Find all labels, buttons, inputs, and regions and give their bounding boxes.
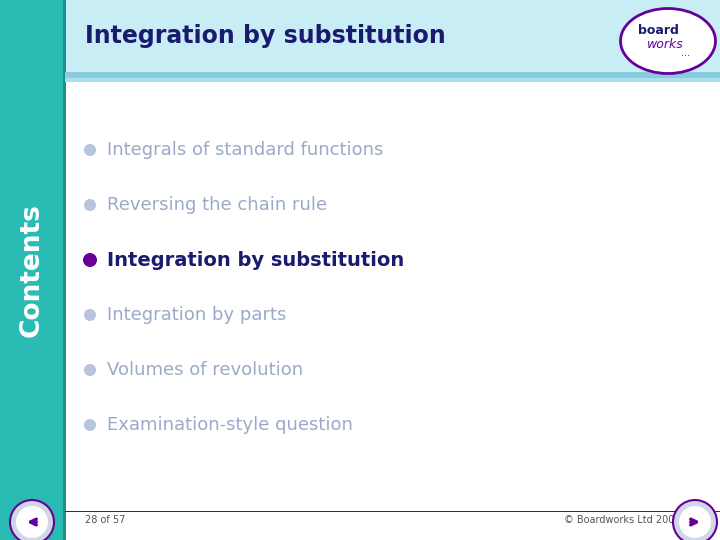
Text: Integration by substitution: Integration by substitution bbox=[85, 24, 446, 48]
Text: Reversing the chain rule: Reversing the chain rule bbox=[107, 196, 327, 214]
Text: Integrals of standard functions: Integrals of standard functions bbox=[107, 141, 383, 159]
Text: © Boardworks Ltd 2006: © Boardworks Ltd 2006 bbox=[564, 515, 680, 525]
Circle shape bbox=[673, 500, 717, 540]
Bar bbox=[0, 0, 65, 540]
Bar bbox=[65, 510, 720, 512]
Text: works: works bbox=[647, 38, 683, 51]
Circle shape bbox=[84, 199, 96, 211]
Text: Integration by parts: Integration by parts bbox=[107, 306, 287, 324]
Text: 28 of 57: 28 of 57 bbox=[85, 515, 125, 525]
Bar bbox=[65, 72, 720, 78]
Bar bbox=[65, 78, 720, 82]
Text: Volumes of revolution: Volumes of revolution bbox=[107, 361, 303, 379]
Text: board: board bbox=[638, 24, 678, 37]
Circle shape bbox=[84, 309, 96, 321]
Bar bbox=[63, 0, 66, 540]
Ellipse shape bbox=[621, 9, 716, 73]
Circle shape bbox=[83, 253, 97, 267]
Text: Examination-style question: Examination-style question bbox=[107, 416, 353, 434]
Circle shape bbox=[16, 506, 48, 538]
Bar bbox=[65, 0, 720, 72]
Circle shape bbox=[84, 144, 96, 156]
Text: ...: ... bbox=[680, 48, 690, 58]
Circle shape bbox=[84, 364, 96, 376]
Circle shape bbox=[84, 419, 96, 431]
Circle shape bbox=[10, 500, 54, 540]
Circle shape bbox=[679, 506, 711, 538]
Text: Integration by substitution: Integration by substitution bbox=[107, 251, 404, 269]
Text: Contents: Contents bbox=[19, 203, 45, 337]
